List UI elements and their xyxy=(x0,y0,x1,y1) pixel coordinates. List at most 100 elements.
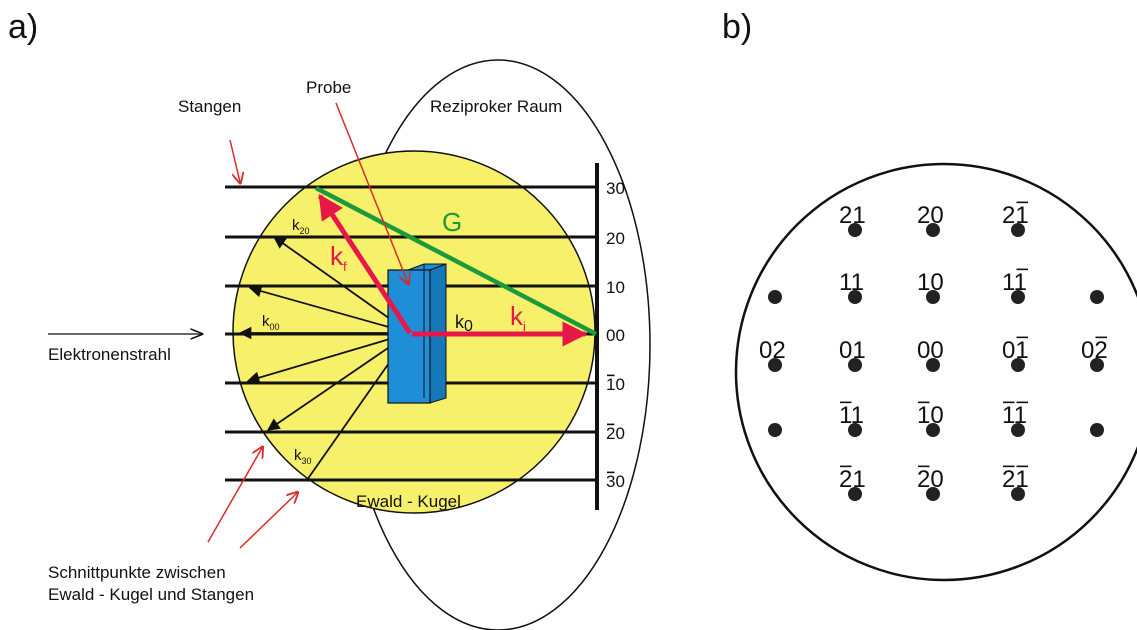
spot-label-text: 10 xyxy=(917,402,944,429)
diffraction-spot-unlabeled xyxy=(768,290,782,304)
probe-label: Probe xyxy=(306,78,351,97)
spot-label-text: 20 xyxy=(917,202,944,229)
schnittpunkte-label-line1: Schnittpunkte zwischen xyxy=(48,563,226,582)
diffraction-spot xyxy=(1011,423,1025,437)
spot-label-text: 01 xyxy=(839,337,866,364)
spot-label-text: 21 xyxy=(839,202,866,229)
k0-label: k0 xyxy=(455,312,473,335)
rod-label: 20 xyxy=(606,423,625,443)
rod-label-text: 10 xyxy=(606,278,625,297)
panel-label-b: b) xyxy=(722,8,752,46)
rod-label: 30 xyxy=(606,471,625,491)
spot-label-text: 02 xyxy=(1081,337,1108,364)
spot-label-text: 11 xyxy=(1002,402,1027,429)
rod-labels: 30 20 10 00 10 20 30 xyxy=(606,179,625,491)
spot-label-text: 21 xyxy=(1002,466,1029,493)
rod-label: 30 xyxy=(606,179,625,198)
spot-label: 20 xyxy=(917,202,944,229)
diffraction-spot xyxy=(1011,358,1025,372)
rod-label-text: 30 xyxy=(606,472,625,491)
diffraction-spot xyxy=(848,487,862,501)
diffraction-spot xyxy=(1011,223,1025,237)
spot-label-text: 01 xyxy=(1002,337,1029,364)
k20-label: k20 xyxy=(292,217,310,236)
spot-label-text: 10 xyxy=(917,269,944,296)
spot-label: 11 xyxy=(839,269,864,296)
annotation-arrows xyxy=(207,102,408,549)
rod-label: 00 xyxy=(606,326,625,345)
schnittpunkte-label-line2: Ewald - Kugel und Stangen xyxy=(48,585,254,604)
spot-label: 10 xyxy=(917,401,944,429)
rod-label: 20 xyxy=(606,229,625,248)
diffraction-spot-unlabeled xyxy=(768,423,782,437)
spot-label: 01 xyxy=(839,337,866,364)
diffraction-spot xyxy=(768,358,782,372)
diffraction-spot xyxy=(926,487,940,501)
rod-label-text: 20 xyxy=(606,424,625,443)
rod-label: 10 xyxy=(606,278,625,297)
spot-label: 21 xyxy=(1002,201,1029,229)
rod-label-text: 10 xyxy=(606,375,625,394)
k30-label: k30 xyxy=(294,447,312,466)
rod-label-text: 00 xyxy=(606,326,625,345)
probe-arrow xyxy=(335,102,408,283)
G-vector xyxy=(314,186,598,336)
diffraction-spot xyxy=(848,290,862,304)
spot-label: 02 xyxy=(1081,336,1108,364)
diffraction-spots: 21 20 21 11 10 11 02 01 00 01 02 11 10 11 21 20 21 xyxy=(759,201,1108,501)
diffraction-spot xyxy=(926,423,940,437)
spot-label-text: 21 xyxy=(839,466,866,493)
k00-label: k00 xyxy=(262,313,280,332)
diffraction-spot xyxy=(1090,358,1104,372)
spot-label-text: 11 xyxy=(839,269,864,296)
diffraction-spot xyxy=(926,358,940,372)
kf-vector xyxy=(317,193,413,335)
schnitt-arrow-2 xyxy=(239,493,297,549)
rod-label-text: 30 xyxy=(606,179,625,198)
spot-label-text: 00 xyxy=(917,337,944,364)
diffraction-spot xyxy=(848,223,862,237)
diffraction-spot xyxy=(1011,487,1025,501)
reziproker-raum-label: Reziproker Raum xyxy=(430,97,562,116)
kf-label: kf xyxy=(330,241,347,274)
vector-k-m20 xyxy=(266,332,411,431)
spot-label: 20 xyxy=(917,465,944,493)
diffraction-spot xyxy=(1011,290,1025,304)
spot-label-text: 11 xyxy=(1002,269,1027,296)
spot-label-text: 20 xyxy=(917,466,944,493)
ewald-kugel-label: Ewald - Kugel xyxy=(356,492,461,511)
stangen-label: Stangen xyxy=(178,97,241,116)
rod-label-text: 20 xyxy=(606,229,625,248)
diffraction-spot xyxy=(848,423,862,437)
spot-label-text: 21 xyxy=(1002,202,1029,229)
spot-label: 02 xyxy=(759,337,786,364)
spot-label: 11 xyxy=(1002,401,1028,429)
spot-label-text: 11 xyxy=(839,402,864,429)
diffraction-spot-unlabeled xyxy=(1090,290,1104,304)
elektronenstrahl-label: Elektronenstrahl xyxy=(48,345,171,364)
panel-label-a: a) xyxy=(8,8,38,46)
vector-k-10 xyxy=(248,285,411,334)
spot-label: 11 xyxy=(839,401,864,429)
spot-label: 10 xyxy=(917,269,944,296)
diffraction-spot xyxy=(926,290,940,304)
schnitt-arrow-1 xyxy=(207,448,262,543)
spot-label: 11 xyxy=(1002,268,1028,296)
stangen-arrow xyxy=(229,139,240,182)
diffraction-spot xyxy=(848,358,862,372)
spot-label-text: 02 xyxy=(759,337,786,364)
spot-label: 21 xyxy=(1002,465,1029,493)
vector-k-20 xyxy=(272,236,411,334)
diffraction-spot-unlabeled xyxy=(1090,423,1104,437)
spot-label: 01 xyxy=(1002,336,1029,364)
spot-label: 21 xyxy=(839,202,866,229)
diffraction-spot xyxy=(926,223,940,237)
spot-label: 21 xyxy=(839,465,866,493)
leed-screen xyxy=(734,162,1137,582)
vector-k-m10 xyxy=(246,332,411,384)
rod-label: 10 xyxy=(606,374,625,394)
G-label: G xyxy=(442,207,462,237)
spot-label: 00 xyxy=(917,337,944,364)
ki-label: ki xyxy=(510,301,526,334)
